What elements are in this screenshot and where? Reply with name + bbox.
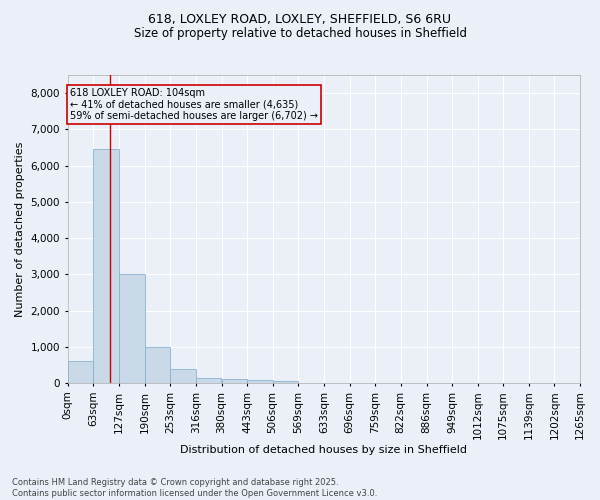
Text: 618, LOXLEY ROAD, LOXLEY, SHEFFIELD, S6 6RU: 618, LOXLEY ROAD, LOXLEY, SHEFFIELD, S6 … [149,12,452,26]
Bar [119,274,145,383]
Bar [247,380,272,383]
Bar [221,380,247,383]
Bar [93,150,119,383]
Text: Contains HM Land Registry data © Crown copyright and database right 2025.
Contai: Contains HM Land Registry data © Crown c… [12,478,377,498]
Text: Size of property relative to detached houses in Sheffield: Size of property relative to detached ho… [133,28,467,40]
Bar [196,378,221,383]
Bar [272,381,298,383]
Bar [68,362,93,383]
Bar [170,370,196,383]
Text: 618 LOXLEY ROAD: 104sqm
← 41% of detached houses are smaller (4,635)
59% of semi: 618 LOXLEY ROAD: 104sqm ← 41% of detache… [70,88,318,121]
X-axis label: Distribution of detached houses by size in Sheffield: Distribution of detached houses by size … [181,445,467,455]
Y-axis label: Number of detached properties: Number of detached properties [15,142,25,316]
Bar [145,347,170,383]
